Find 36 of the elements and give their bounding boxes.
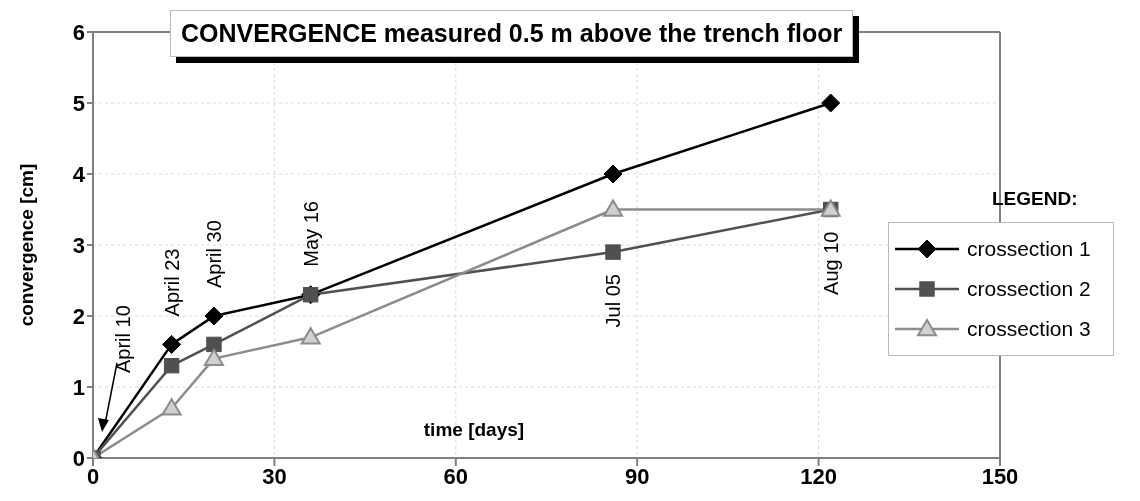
annotation: Aug 10 [819, 231, 842, 295]
x-axis-title: time [days] [423, 419, 525, 440]
x-tick-label: 150 [981, 463, 1019, 489]
y-tick-label: 4 [72, 161, 86, 187]
point [206, 336, 222, 353]
point [162, 334, 182, 354]
point [300, 327, 321, 345]
annotation: April 23 [160, 248, 183, 317]
x-tick-label: 120 [800, 463, 837, 489]
x-tick-label: 30 [262, 463, 287, 489]
point [161, 398, 182, 416]
point [603, 199, 624, 217]
y-tick-label: 0 [72, 445, 85, 471]
y-tick-label: 3 [72, 232, 85, 258]
point [603, 164, 623, 184]
annotation: April 10 [112, 305, 134, 373]
legend-label: crossection 3 [967, 317, 1091, 341]
point [605, 244, 621, 260]
x-tick-label: 60 [443, 463, 469, 489]
point [821, 93, 841, 113]
chart-title: CONVERGENCE measured 0.5 m above the trench floor [170, 10, 854, 57]
y-tick-label: 2 [72, 303, 85, 329]
y-tick-label: 1 [72, 374, 85, 400]
legend-label: crossection 1 [967, 237, 1091, 261]
point [163, 358, 180, 374]
point [204, 306, 224, 326]
point [203, 348, 224, 366]
legend-title: LEGEND: [992, 188, 1079, 210]
annotation: April 30 [202, 220, 225, 288]
y-tick-label: 5 [72, 90, 85, 116]
annotation: May 16 [299, 201, 322, 267]
legend-label: crossection 2 [967, 277, 1091, 301]
annotation: Jul 05 [602, 274, 625, 328]
x-tick-label: 90 [624, 463, 650, 489]
y-tick-label: 6 [72, 19, 85, 45]
y-axis-title: convergence [cm] [15, 163, 37, 327]
